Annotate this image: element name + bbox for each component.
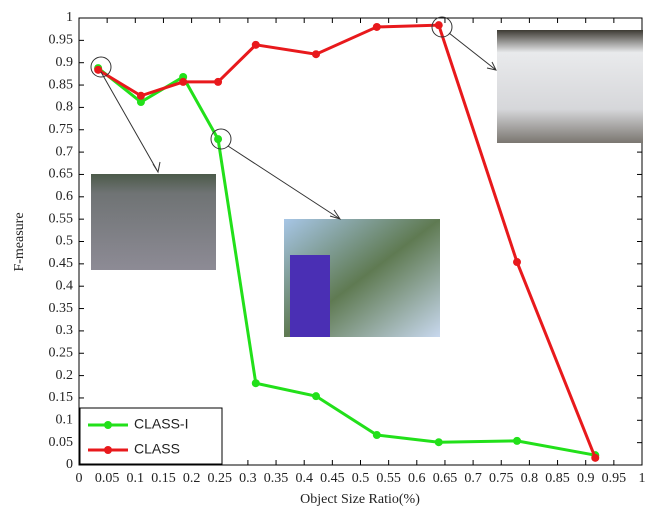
data-point — [214, 135, 222, 143]
data-point — [513, 437, 521, 445]
data-point — [179, 78, 187, 86]
data-point — [373, 23, 381, 31]
x-tick-label: 0.55 — [376, 471, 401, 486]
x-tick-label: 0.8 — [521, 471, 539, 486]
y-tick-label: 0.2 — [56, 368, 74, 383]
x-tick-label: 0.2 — [183, 471, 201, 486]
x-tick-label: 0.7 — [464, 471, 482, 486]
y-tick-label: 0.8 — [56, 100, 74, 115]
x-axis-label: Object Size Ratio(%) — [300, 492, 420, 507]
legend-marker — [104, 421, 112, 429]
y-tick-label: 0.55 — [49, 211, 74, 226]
data-point — [252, 379, 260, 387]
x-tick-label: 0.75 — [489, 471, 514, 486]
y-tick-label: 1 — [66, 10, 73, 25]
legend-label: CLASS-I — [134, 416, 188, 432]
data-point — [513, 258, 521, 266]
data-point — [312, 392, 320, 400]
y-axis-label: F-measure — [12, 212, 27, 271]
y-tick-label: 0.45 — [49, 256, 74, 271]
x-tick-label: 0.85 — [545, 471, 570, 486]
inset-image — [497, 30, 643, 143]
arrow — [449, 33, 496, 70]
x-tick-label: 0.3 — [239, 471, 257, 486]
y-tick-label: 0.7 — [56, 144, 74, 159]
y-tick-label: 0.05 — [49, 435, 74, 450]
y-tick-label: 0.75 — [49, 122, 74, 137]
y-tick-label: 0.1 — [56, 413, 74, 428]
annotations — [91, 17, 643, 337]
legend-label: CLASS — [134, 441, 180, 457]
y-tick-label: 0.9 — [56, 55, 74, 70]
data-point — [435, 21, 443, 29]
chart: 0 0.05 0.1 0.15 0.2 0.25 0.3 0.35 0.4 0.45 0.5 0.55… — [0, 0, 654, 515]
y-tick-label: 0.35 — [49, 301, 74, 316]
arrow — [228, 146, 340, 219]
y-tick-label: 0.85 — [49, 77, 74, 92]
x-tick-label: 0.95 — [602, 471, 627, 486]
y-tick-label: 0.6 — [56, 189, 74, 204]
x-tick-label: 0.5 — [352, 471, 370, 486]
y-tick-label: 0.5 — [56, 234, 74, 249]
x-tick-label: 0.25 — [208, 471, 233, 486]
y-tick-label: 0.95 — [49, 33, 74, 48]
y-tick-label: 0.65 — [49, 167, 74, 182]
x-tick-label: 0.4 — [295, 471, 313, 486]
data-point — [373, 431, 381, 439]
data-point — [137, 92, 145, 100]
y-tick-label: 0.25 — [49, 345, 74, 360]
y-tick-label: 0.4 — [56, 278, 74, 293]
y-tick-label: 0.3 — [56, 323, 74, 338]
y-tick-label: 0.15 — [49, 390, 74, 405]
x-tick-label: 0.05 — [95, 471, 120, 486]
data-point — [591, 454, 599, 462]
x-tick-label: 0.65 — [433, 471, 458, 486]
inset-image-detail — [290, 255, 330, 337]
inset-image — [91, 174, 216, 270]
x-tick-label: 0.15 — [151, 471, 176, 486]
x-tick-label: 0.9 — [577, 471, 595, 486]
legend: CLASS-I CLASS — [80, 408, 222, 464]
x-tick-label: 0.6 — [408, 471, 426, 486]
arrow — [101, 72, 160, 172]
data-point — [435, 438, 443, 446]
x-tick-label: 0 — [76, 471, 83, 486]
data-point — [252, 41, 260, 49]
x-tick-label: 0.45 — [320, 471, 345, 486]
data-point — [214, 78, 222, 86]
x-tick-label: 0.35 — [264, 471, 289, 486]
legend-marker — [104, 446, 112, 454]
x-tick-label: 0.1 — [127, 471, 145, 486]
y-tick-label: 0 — [66, 457, 73, 472]
data-point — [312, 50, 320, 58]
x-tick-label: 1 — [639, 471, 646, 486]
